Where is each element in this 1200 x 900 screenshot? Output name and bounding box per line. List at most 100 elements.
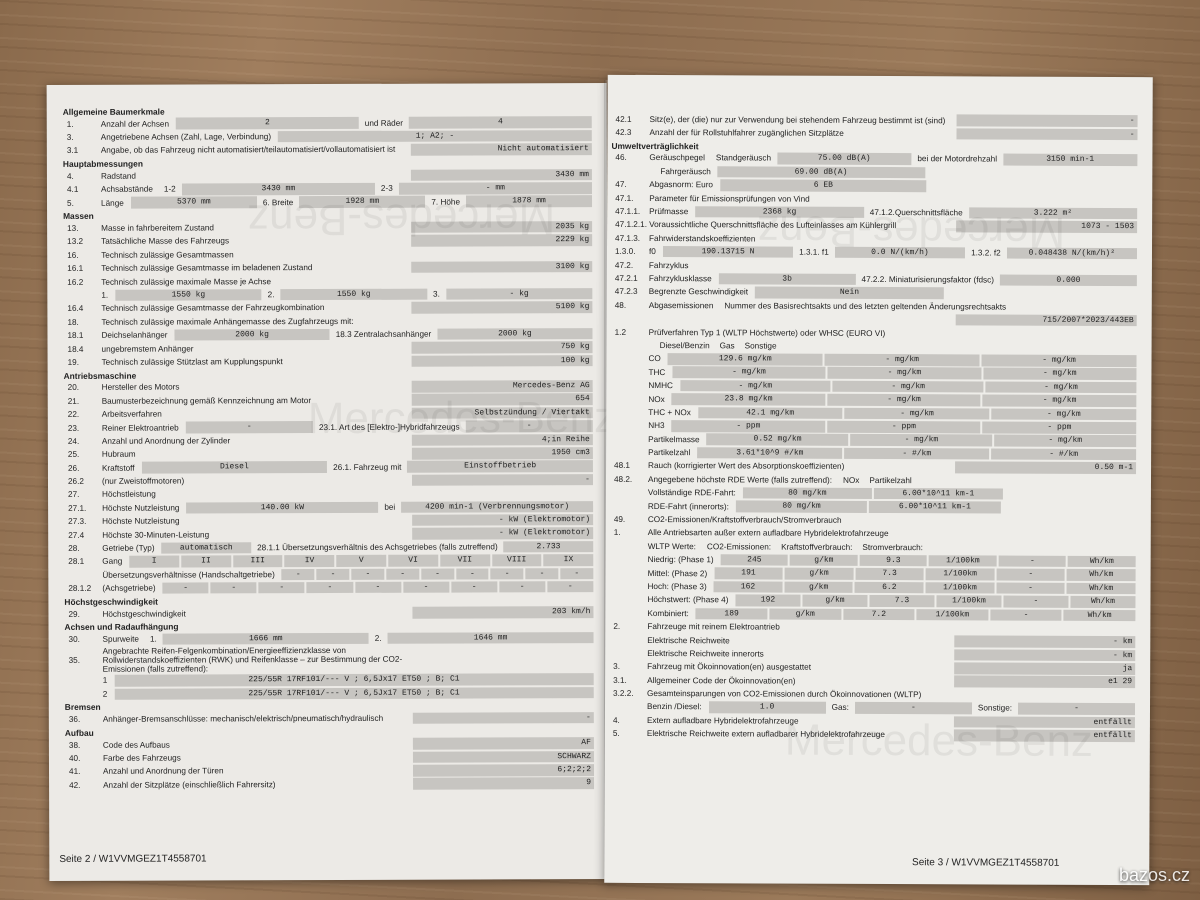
field-value: 3b	[718, 273, 856, 286]
form-row: 3.1 Angabe, ob das Fahrzeug nicht automat…	[67, 143, 593, 157]
form-row: 47.1. Parameter für Emissionsprüfungen vo…	[615, 192, 1138, 207]
field-value: Wh/km	[1066, 582, 1136, 595]
field-label: Getriebe (Typ)	[102, 543, 155, 553]
spacer	[199, 348, 410, 349]
field-label: Höchste Nutzleistung	[102, 516, 180, 527]
form-row: Fahrgeräusch 69.00 dB(A)	[615, 165, 1138, 180]
inline-label: 2.	[267, 290, 275, 300]
form-row: 3. Angetriebene Achsen (Zahl, Lage, Verbi…	[67, 129, 593, 143]
field-value: -	[451, 581, 498, 594]
form-row: 2. Fahrzeuge mit reinem Elektroantrieb	[613, 620, 1136, 635]
field-value: - mg/km	[981, 354, 1137, 367]
field-label: 1	[102, 676, 108, 686]
item-number: 28.1.2	[68, 584, 92, 594]
field-value: 225/55R 17RF101/--- V ; 6,5Jx17 ET50 ; B…	[114, 686, 594, 700]
spacer	[695, 265, 1138, 267]
spacer	[187, 757, 412, 758]
form-row: Elektrische Reichweite innerorts - km	[613, 647, 1136, 662]
field-value: 6 EB	[719, 179, 927, 192]
item-number: 4.	[66, 171, 74, 181]
form-row: 42. Anzahl der Sitzplätze (einschließlich…	[69, 777, 595, 791]
field-value: 191	[714, 567, 783, 580]
inline-label: Fahrgeräusch	[660, 166, 711, 177]
item-number: 28.	[68, 543, 80, 553]
form-row: 47.2. Fahrzyklus	[615, 259, 1138, 274]
form-row: 47.2.1 Fahrzyklusklasse 3b 47.2.2. Miniatur…	[615, 272, 1138, 287]
field-value: -	[996, 582, 1065, 595]
section-heading: Achsen und Radaufhängung	[64, 621, 179, 633]
field-label: Prüfverfahren Typ 1 (WLTP Höchstwerte) o…	[648, 327, 886, 338]
field-value: 2000 kg	[437, 327, 593, 341]
item-number: 25.	[67, 450, 80, 460]
spacer	[229, 771, 412, 772]
field-label: Farbe des Fahrzeugs	[102, 753, 181, 763]
form-row: 48.2. Angegebene höchste RDE Werte (falls…	[614, 473, 1137, 488]
field-label: CO2-Emissionen/Kraftstoffverbrauch/Strom…	[647, 515, 842, 525]
item-number: 21.	[67, 396, 80, 406]
item-number: 47.	[615, 180, 627, 190]
field-label: Technisch zulässige maximale Masse je Ac…	[101, 276, 272, 287]
field-value: 0.50 m-1	[955, 461, 1137, 474]
spacer	[162, 493, 594, 495]
field-value: - km	[954, 649, 1136, 662]
field-value: Mercedes-Benz AG	[411, 380, 593, 393]
item-number: 4.	[612, 715, 620, 725]
field-value: g/km	[769, 608, 842, 620]
field-value: 0.000	[999, 274, 1137, 287]
form-row: NOx 23.8 mg/km - mg/km - mg/km	[614, 393, 1137, 408]
field-label: Anzahl der Sitzplätze (einschließlich Fa…	[103, 779, 276, 790]
inline-label: 47.2.2. Miniaturisierungsfaktor (fdsc)	[861, 274, 995, 285]
field-value: -	[412, 711, 594, 725]
item-number: 13.2	[67, 237, 84, 247]
form-row: 2 225/55R 17RF101/--- V ; 6,5Jx17 ET50 ; …	[69, 686, 595, 700]
field-label: Fahrzeuge mit reinem Elektroantrieb	[647, 622, 780, 632]
form-row: Diesel/Benzin Gas Sonstige	[615, 339, 1138, 354]
item-number: 5.	[67, 198, 74, 208]
field-value: -	[956, 128, 1138, 141]
inline-label: 28.1.1 Übersetzungsverhältnis des Achsge…	[257, 542, 498, 553]
spacer	[142, 175, 410, 176]
field-value: 189	[695, 607, 768, 620]
form-row: 38. Code des Aufbaus AF	[69, 737, 595, 751]
field-value: -	[1003, 595, 1069, 608]
field-label: 2	[102, 689, 108, 699]
inline-label: Partikelzahl	[869, 475, 912, 485]
item-number: 47.2.3	[614, 287, 638, 297]
spacer	[801, 681, 953, 682]
item-number: 18.1	[67, 331, 84, 341]
item-number: 16.1	[67, 264, 84, 274]
inline-label: 1.	[149, 634, 157, 644]
inline-label	[926, 173, 1138, 174]
form-row: 28.1.2 (Achsgetriebe) - - - - - - - - -	[68, 581, 594, 595]
item-number: 24.	[67, 436, 80, 446]
item-number: 1.2	[614, 327, 627, 337]
item-number: 3.	[66, 132, 74, 142]
spacer	[891, 333, 1137, 334]
field-label: Fahrzyklus	[648, 260, 689, 270]
field-value: - #/km	[991, 448, 1137, 461]
field-label: Rauch (korrigierter Wert des Absorptions…	[648, 461, 845, 472]
item-number: 16.	[67, 250, 79, 260]
field-label: NH3	[648, 421, 665, 431]
field-value: - mg/km	[985, 381, 1137, 394]
field-label: Alle Antriebsarten außer extern aufladba…	[647, 528, 889, 539]
form-row: 48.1 Rauch (korrigierter Wert des Absorpt…	[614, 460, 1137, 475]
field-value: -	[402, 581, 450, 594]
field-value: V	[336, 554, 387, 567]
field-value: 2.733	[503, 540, 594, 553]
field-label: Partikelzahl	[648, 448, 691, 458]
form-row: Elektrische Reichweite - km	[613, 634, 1136, 649]
form-row: 26. Kraftstoff Diesel 26.1. Fahrzeug mit Ein…	[68, 460, 594, 474]
field-label: Technisch zulässige Gesamtmassen	[101, 250, 234, 260]
section-heading: Aufbau	[64, 727, 94, 738]
form-row: 35. Angebrachte Reifen-Felgenkombination/…	[69, 645, 595, 674]
field-label: Reiner Elektroantrieb	[101, 423, 179, 433]
inline-label: Stromverbrauch:	[862, 542, 923, 552]
field-value: 80 mg/km	[735, 500, 868, 513]
field-value: - ppm	[827, 420, 981, 433]
item-number: 48.	[614, 300, 627, 310]
field-value: VII	[439, 554, 490, 567]
inline-label	[945, 293, 1138, 294]
field-label: Anzahl der Achsen	[100, 119, 170, 129]
field-value: 715/2007*2023/443EB	[955, 314, 1137, 327]
